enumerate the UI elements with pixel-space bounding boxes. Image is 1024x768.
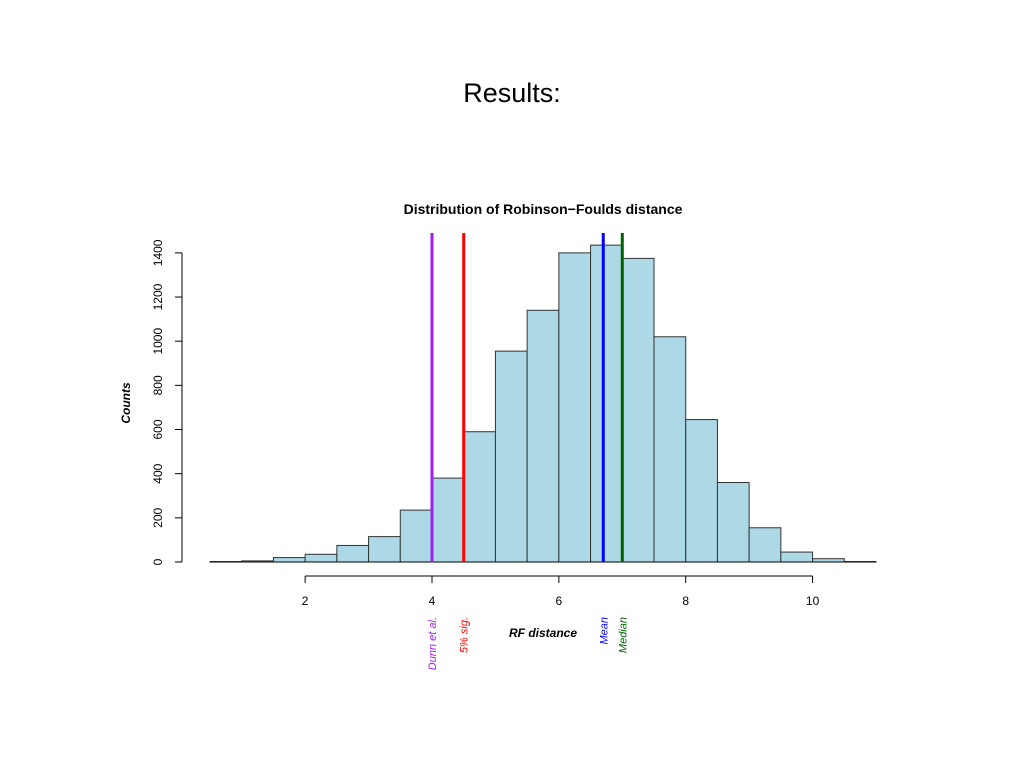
histogram-bar-7 <box>431 477 465 563</box>
y-axis-label: Counts <box>119 382 133 424</box>
histogram-bar-14 <box>653 336 687 563</box>
x-tick-label-0: 2 <box>302 594 309 608</box>
reference-line-label-2: Mean <box>598 617 610 645</box>
y-tick-label-5: 1000 <box>151 328 165 355</box>
histogram-bar-15 <box>685 419 718 563</box>
chart-title: Distribution of Robinson−Foulds distance <box>404 201 683 217</box>
reference-lines-group: Dunn et al. 5% sig. Mean Median <box>427 233 629 670</box>
histogram-bar-9 <box>494 350 528 563</box>
x-tick-label-1: 4 <box>429 594 436 608</box>
y-tick-label-7: 1400 <box>151 239 165 266</box>
histogram-bar-12 <box>590 244 623 563</box>
reference-line-label-1: 5% sig. <box>459 617 471 653</box>
histogram-bar-5 <box>368 536 401 563</box>
histogram-bar-2 <box>272 557 306 563</box>
y-axis: 0 200 400 600 800 1000 1200 1400 <box>151 239 183 565</box>
y-tick-label-4: 800 <box>151 375 165 395</box>
x-tick-label-3: 8 <box>682 594 689 608</box>
reference-line-label-3: Median <box>617 617 629 653</box>
x-axis-label: RF distance <box>509 626 577 640</box>
histogram-bar-6 <box>399 509 433 563</box>
histogram-bar-11 <box>558 252 592 563</box>
histogram-bar-3 <box>304 553 338 563</box>
histogram-bar-18 <box>780 551 814 563</box>
histogram-bar-13 <box>621 257 655 563</box>
y-tick-label-1: 200 <box>151 508 165 528</box>
histogram-bar-8 <box>463 431 496 563</box>
x-axis: 2 4 6 8 10 <box>302 575 820 608</box>
x-tick-label-2: 6 <box>556 594 563 608</box>
histogram-bar-10 <box>526 309 560 563</box>
x-tick-label-4: 10 <box>806 594 820 608</box>
y-tick-label-6: 1200 <box>151 283 165 310</box>
y-tick-label-3: 600 <box>151 419 165 439</box>
histogram-bar-4 <box>336 544 370 563</box>
y-tick-label-2: 400 <box>151 463 165 483</box>
histogram-bar-16 <box>716 482 750 563</box>
reference-line-label-0: Dunn et al. <box>427 617 439 670</box>
bars-group <box>209 244 877 563</box>
histogram-bar-17 <box>748 527 782 563</box>
slide-title: Results: <box>463 78 561 108</box>
y-tick-label-0: 0 <box>151 558 165 565</box>
